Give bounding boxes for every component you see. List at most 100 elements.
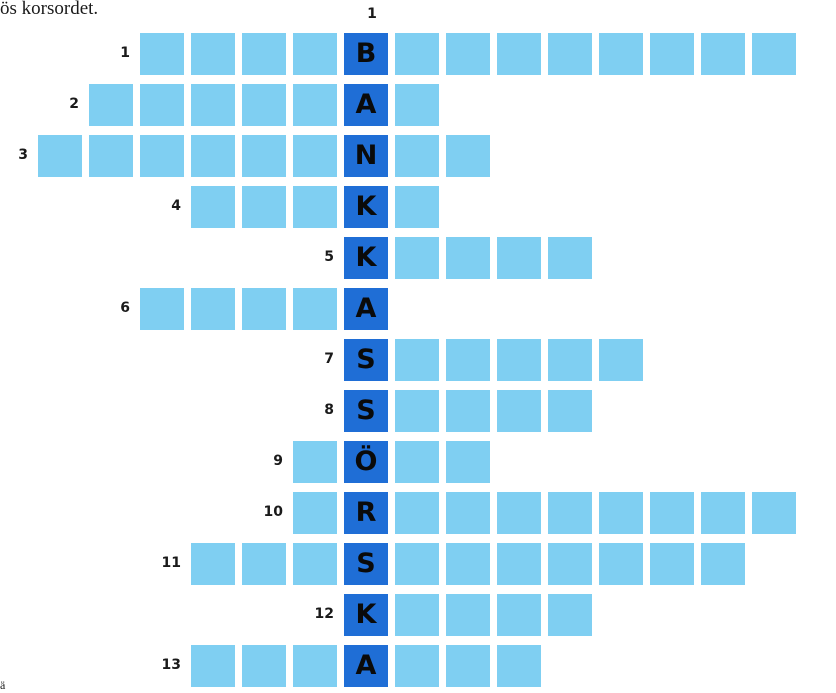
- answer-cell[interactable]: [395, 441, 439, 483]
- answer-cell[interactable]: [752, 33, 796, 75]
- key-letter-cell: S: [344, 339, 388, 381]
- answer-cell[interactable]: [701, 33, 745, 75]
- answer-cell[interactable]: [752, 492, 796, 534]
- answer-cell[interactable]: [395, 237, 439, 279]
- answer-cell[interactable]: [701, 543, 745, 585]
- answer-cell[interactable]: [191, 33, 235, 75]
- answer-cell[interactable]: [497, 390, 541, 432]
- answer-cell[interactable]: [650, 33, 694, 75]
- clue-number-7: 7: [324, 351, 334, 367]
- answer-cell[interactable]: [497, 339, 541, 381]
- answer-cell[interactable]: [293, 33, 337, 75]
- answer-cell[interactable]: [191, 84, 235, 126]
- answer-cell[interactable]: [191, 543, 235, 585]
- key-letter-cell: B: [344, 33, 388, 75]
- answer-cell[interactable]: [446, 543, 490, 585]
- answer-cell[interactable]: [446, 390, 490, 432]
- answer-cell[interactable]: [242, 84, 286, 126]
- answer-cell[interactable]: [548, 543, 592, 585]
- answer-cell[interactable]: [242, 543, 286, 585]
- answer-cell[interactable]: [395, 33, 439, 75]
- key-letter-cell: R: [344, 492, 388, 534]
- answer-cell[interactable]: [89, 135, 133, 177]
- clue-number-9: 9: [273, 453, 283, 469]
- answer-cell[interactable]: [191, 645, 235, 687]
- answer-cell[interactable]: [497, 492, 541, 534]
- answer-cell[interactable]: [140, 33, 184, 75]
- answer-cell[interactable]: [293, 84, 337, 126]
- answer-cell[interactable]: [446, 33, 490, 75]
- answer-cell[interactable]: [497, 543, 541, 585]
- answer-cell[interactable]: [599, 543, 643, 585]
- answer-cell[interactable]: [446, 441, 490, 483]
- answer-cell[interactable]: [293, 135, 337, 177]
- key-letter-cell: N: [344, 135, 388, 177]
- answer-cell[interactable]: [548, 339, 592, 381]
- answer-cell[interactable]: [395, 339, 439, 381]
- answer-cell[interactable]: [497, 645, 541, 687]
- answer-cell[interactable]: [446, 645, 490, 687]
- answer-cell[interactable]: [446, 237, 490, 279]
- answer-cell[interactable]: [395, 492, 439, 534]
- answer-cell[interactable]: [293, 492, 337, 534]
- answer-cell[interactable]: [242, 186, 286, 228]
- answer-cell[interactable]: [395, 186, 439, 228]
- answer-cell[interactable]: [548, 390, 592, 432]
- answer-cell[interactable]: [395, 543, 439, 585]
- clue-number-5: 5: [324, 249, 334, 265]
- answer-cell[interactable]: [446, 135, 490, 177]
- answer-cell[interactable]: [191, 135, 235, 177]
- key-letter-cell: K: [344, 594, 388, 636]
- answer-cell[interactable]: [242, 135, 286, 177]
- answer-cell[interactable]: [548, 492, 592, 534]
- key-letter-cell: A: [344, 288, 388, 330]
- answer-cell[interactable]: [242, 645, 286, 687]
- answer-cell[interactable]: [191, 288, 235, 330]
- clue-number-8: 8: [324, 402, 334, 418]
- answer-cell[interactable]: [140, 135, 184, 177]
- answer-cell[interactable]: [293, 441, 337, 483]
- answer-cell[interactable]: [446, 594, 490, 636]
- answer-cell[interactable]: [140, 288, 184, 330]
- answer-cell[interactable]: [497, 33, 541, 75]
- answer-cell[interactable]: [599, 33, 643, 75]
- answer-cell[interactable]: [599, 339, 643, 381]
- answer-cell[interactable]: [293, 186, 337, 228]
- answer-cell[interactable]: [395, 390, 439, 432]
- clue-number-2: 2: [69, 96, 79, 112]
- answer-cell[interactable]: [293, 543, 337, 585]
- answer-cell[interactable]: [446, 492, 490, 534]
- answer-cell[interactable]: [497, 237, 541, 279]
- answer-cell[interactable]: [650, 492, 694, 534]
- clue-number-1: 1: [120, 45, 130, 61]
- clue-number-6: 6: [120, 300, 130, 316]
- answer-cell[interactable]: [293, 645, 337, 687]
- answer-cell[interactable]: [395, 84, 439, 126]
- answer-cell[interactable]: [89, 84, 133, 126]
- key-letter-cell: Ö: [344, 441, 388, 483]
- answer-cell[interactable]: [599, 492, 643, 534]
- answer-cell[interactable]: [497, 594, 541, 636]
- answer-cell[interactable]: [395, 135, 439, 177]
- intro-text: ös korsordet.: [0, 0, 99, 19]
- answer-cell[interactable]: [293, 288, 337, 330]
- clue-number-11: 11: [161, 555, 181, 571]
- key-letter-cell: K: [344, 186, 388, 228]
- answer-cell[interactable]: [191, 186, 235, 228]
- key-letter-cell: S: [344, 543, 388, 585]
- answer-cell[interactable]: [701, 492, 745, 534]
- key-letter-cell: K: [344, 237, 388, 279]
- answer-cell[interactable]: [446, 339, 490, 381]
- answer-cell[interactable]: [548, 237, 592, 279]
- answer-cell[interactable]: [650, 543, 694, 585]
- answer-cell[interactable]: [38, 135, 82, 177]
- answer-cell[interactable]: [395, 645, 439, 687]
- key-letter-cell: A: [344, 645, 388, 687]
- answer-cell[interactable]: [242, 33, 286, 75]
- answer-cell[interactable]: [242, 288, 286, 330]
- answer-cell[interactable]: [395, 594, 439, 636]
- clue-number-4: 4: [171, 198, 181, 214]
- answer-cell[interactable]: [140, 84, 184, 126]
- answer-cell[interactable]: [548, 33, 592, 75]
- answer-cell[interactable]: [548, 594, 592, 636]
